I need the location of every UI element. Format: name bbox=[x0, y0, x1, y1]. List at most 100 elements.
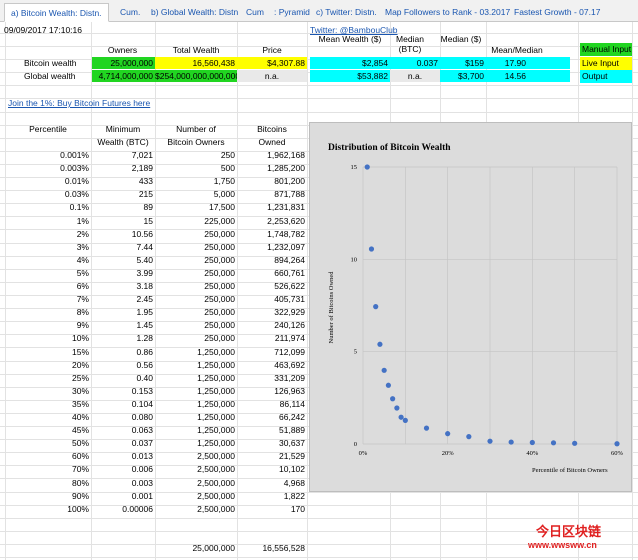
header-bitcoins: Bitcoins bbox=[257, 124, 287, 134]
min-wealth-cell: 7.44 bbox=[136, 242, 153, 252]
min-wealth-cell: 5.40 bbox=[136, 255, 153, 265]
chart-data-point bbox=[377, 341, 383, 347]
chart-x-axis-label: Percentile of Bitcoin Owners bbox=[532, 467, 608, 474]
chart-data-point bbox=[445, 431, 451, 437]
bitcoin-mean-median-pad bbox=[528, 57, 570, 69]
bitcoin-total-wealth: 16,560,438 bbox=[155, 57, 237, 69]
grid-row-line bbox=[0, 544, 638, 545]
min-wealth-cell: 1.45 bbox=[136, 320, 153, 330]
tab-global-wealth-distn[interactable]: b) Global Wealth: Distn bbox=[151, 7, 239, 17]
num-owners-cell: 2,500,000 bbox=[197, 478, 235, 488]
chart-data-point bbox=[550, 440, 557, 446]
grid-column-line bbox=[237, 22, 238, 560]
bitcoin-mean-wealth: $2,854 bbox=[310, 57, 390, 69]
bitcoin-mean-median: 17.90 bbox=[486, 57, 528, 69]
btc-owned-cell: 211,974 bbox=[274, 333, 305, 343]
tab-bitcoin-wealth-distn[interactable]: a) Bitcoin Wealth: Distn. bbox=[4, 3, 109, 22]
chart-data-point bbox=[572, 440, 578, 446]
percentile-cell: 25% bbox=[71, 373, 89, 383]
tab-cum[interactable]: Cum. bbox=[120, 7, 141, 17]
header-mean-wealth: Mean Wealth ($) bbox=[318, 34, 382, 44]
btc-owned-cell: 86,114 bbox=[279, 399, 305, 409]
btc-owned-cell: 10,102 bbox=[279, 464, 305, 474]
tab-pyramid[interactable]: : Pyramid bbox=[274, 7, 310, 17]
num-owners-cell: 2,500,000 bbox=[197, 504, 235, 514]
chart-data-point bbox=[385, 382, 391, 388]
percentile-cell: 50% bbox=[71, 438, 89, 448]
btc-owned-cell: 1,748,782 bbox=[267, 229, 305, 239]
btc-owned-cell: 126,963 bbox=[274, 386, 305, 396]
header-owned: Owned bbox=[258, 137, 286, 147]
min-wealth-cell: 215 bbox=[138, 189, 153, 199]
btc-owned-cell: 1,962,168 bbox=[267, 150, 305, 160]
min-wealth-cell: 0.080 bbox=[131, 412, 153, 422]
percentile-cell: 10% bbox=[71, 333, 89, 343]
chart-container[interactable]: Distribution of Bitcoin Wealth Number of… bbox=[309, 122, 632, 492]
grid-row-line bbox=[0, 492, 638, 493]
percentile-cell: 0.003% bbox=[60, 163, 89, 173]
btc-owned-cell: 1,822 bbox=[283, 491, 305, 501]
chart-data-point bbox=[508, 439, 514, 445]
header-percentile: Percentile bbox=[29, 124, 67, 134]
twitter-link[interactable]: Twitter: @BambouClub bbox=[310, 25, 398, 35]
chart-data-point bbox=[368, 246, 375, 252]
min-wealth-cell: 1.28 bbox=[136, 333, 153, 343]
tab-cum-2[interactable]: Cum bbox=[246, 7, 264, 17]
tab-map-followers[interactable]: Map Followers to Rank - 03.2017 bbox=[385, 7, 511, 17]
num-owners-cell: 250,000 bbox=[204, 268, 235, 278]
chart-data-point bbox=[398, 414, 404, 420]
chart-y-tick-label: 0 bbox=[354, 441, 357, 448]
tab-twitter-distn[interactable]: c) Twitter: Distn. bbox=[316, 7, 377, 17]
percentile-cell: 45% bbox=[71, 425, 89, 435]
global-mean-median: 14.56 bbox=[486, 70, 528, 82]
bitcoin-price: $4,307.88 bbox=[237, 57, 307, 69]
btc-owned-cell: 51,889 bbox=[279, 425, 305, 435]
grid-row-line bbox=[0, 46, 638, 47]
min-wealth-cell: 0.063 bbox=[131, 425, 153, 435]
min-wealth-cell: 1.95 bbox=[136, 307, 153, 317]
chart-x-tick-label: 60% bbox=[611, 450, 624, 457]
num-owners-cell: 250,000 bbox=[204, 229, 235, 239]
header-mean-median: Mean/Median bbox=[491, 45, 543, 55]
bitcoin-owners-input[interactable]: 25,000,000 bbox=[92, 57, 155, 69]
btc-owned-cell: 331,209 bbox=[274, 373, 305, 383]
global-price: n.a. bbox=[237, 70, 307, 82]
btc-owned-cell: 66,242 bbox=[279, 412, 305, 422]
num-owners-cell: 1,250,000 bbox=[197, 373, 235, 383]
chart-data-point bbox=[466, 434, 472, 440]
percentile-cell: 2% bbox=[76, 229, 89, 239]
chart-tick-labels: 0% 20% 40% 60% 0 5 10 15 bbox=[351, 164, 624, 457]
percentile-cell: 3% bbox=[76, 242, 89, 252]
num-owners-cell: 2,500,000 bbox=[197, 464, 235, 474]
row-label-bitcoin-wealth: Bitcoin wealth bbox=[24, 58, 77, 68]
grid-column-line bbox=[632, 22, 633, 560]
percentile-cell: 6% bbox=[76, 281, 89, 291]
grid-column-line bbox=[91, 22, 92, 560]
min-wealth-cell: 0.104 bbox=[131, 399, 153, 409]
percentile-cell: 35% bbox=[71, 399, 89, 409]
global-mean-median-pad bbox=[528, 70, 570, 82]
percentile-cell: 4% bbox=[76, 255, 89, 265]
join-futures-link[interactable]: Join the 1%: Buy Bitcoin Futures here bbox=[8, 98, 151, 108]
header-wealth-btc: Wealth (BTC) bbox=[97, 137, 149, 147]
sheet-tabs-bar: a) Bitcoin Wealth: Distn. Cum. b) Global… bbox=[0, 0, 638, 22]
global-total-wealth-input[interactable]: $254,000,000,000,000 bbox=[155, 70, 237, 82]
chart-data-point bbox=[423, 425, 430, 431]
header-price: Price bbox=[262, 45, 282, 55]
btc-owned-cell: 405,731 bbox=[274, 294, 305, 304]
btc-owned-cell: 801,200 bbox=[274, 176, 305, 186]
grid-row-line bbox=[0, 531, 638, 532]
global-median-btc: n.a. bbox=[390, 70, 440, 82]
min-wealth-cell: 3.18 bbox=[136, 281, 153, 291]
chart-data-point bbox=[487, 438, 493, 444]
global-owners-input[interactable]: 4,714,000,000 bbox=[92, 70, 155, 82]
header-owners: Owners bbox=[107, 45, 138, 55]
min-wealth-cell: 0.003 bbox=[131, 478, 153, 488]
min-wealth-cell: 0.40 bbox=[136, 373, 153, 383]
tab-fastest-growth[interactable]: Fastest Growth - 07.17 bbox=[514, 7, 601, 17]
btc-owned-cell: 2,253,620 bbox=[267, 216, 305, 226]
min-wealth-cell: 433 bbox=[138, 176, 153, 186]
chart-data-point bbox=[614, 441, 620, 447]
min-wealth-cell: 3.99 bbox=[136, 268, 153, 278]
chart-y-tick-label: 10 bbox=[351, 256, 358, 263]
